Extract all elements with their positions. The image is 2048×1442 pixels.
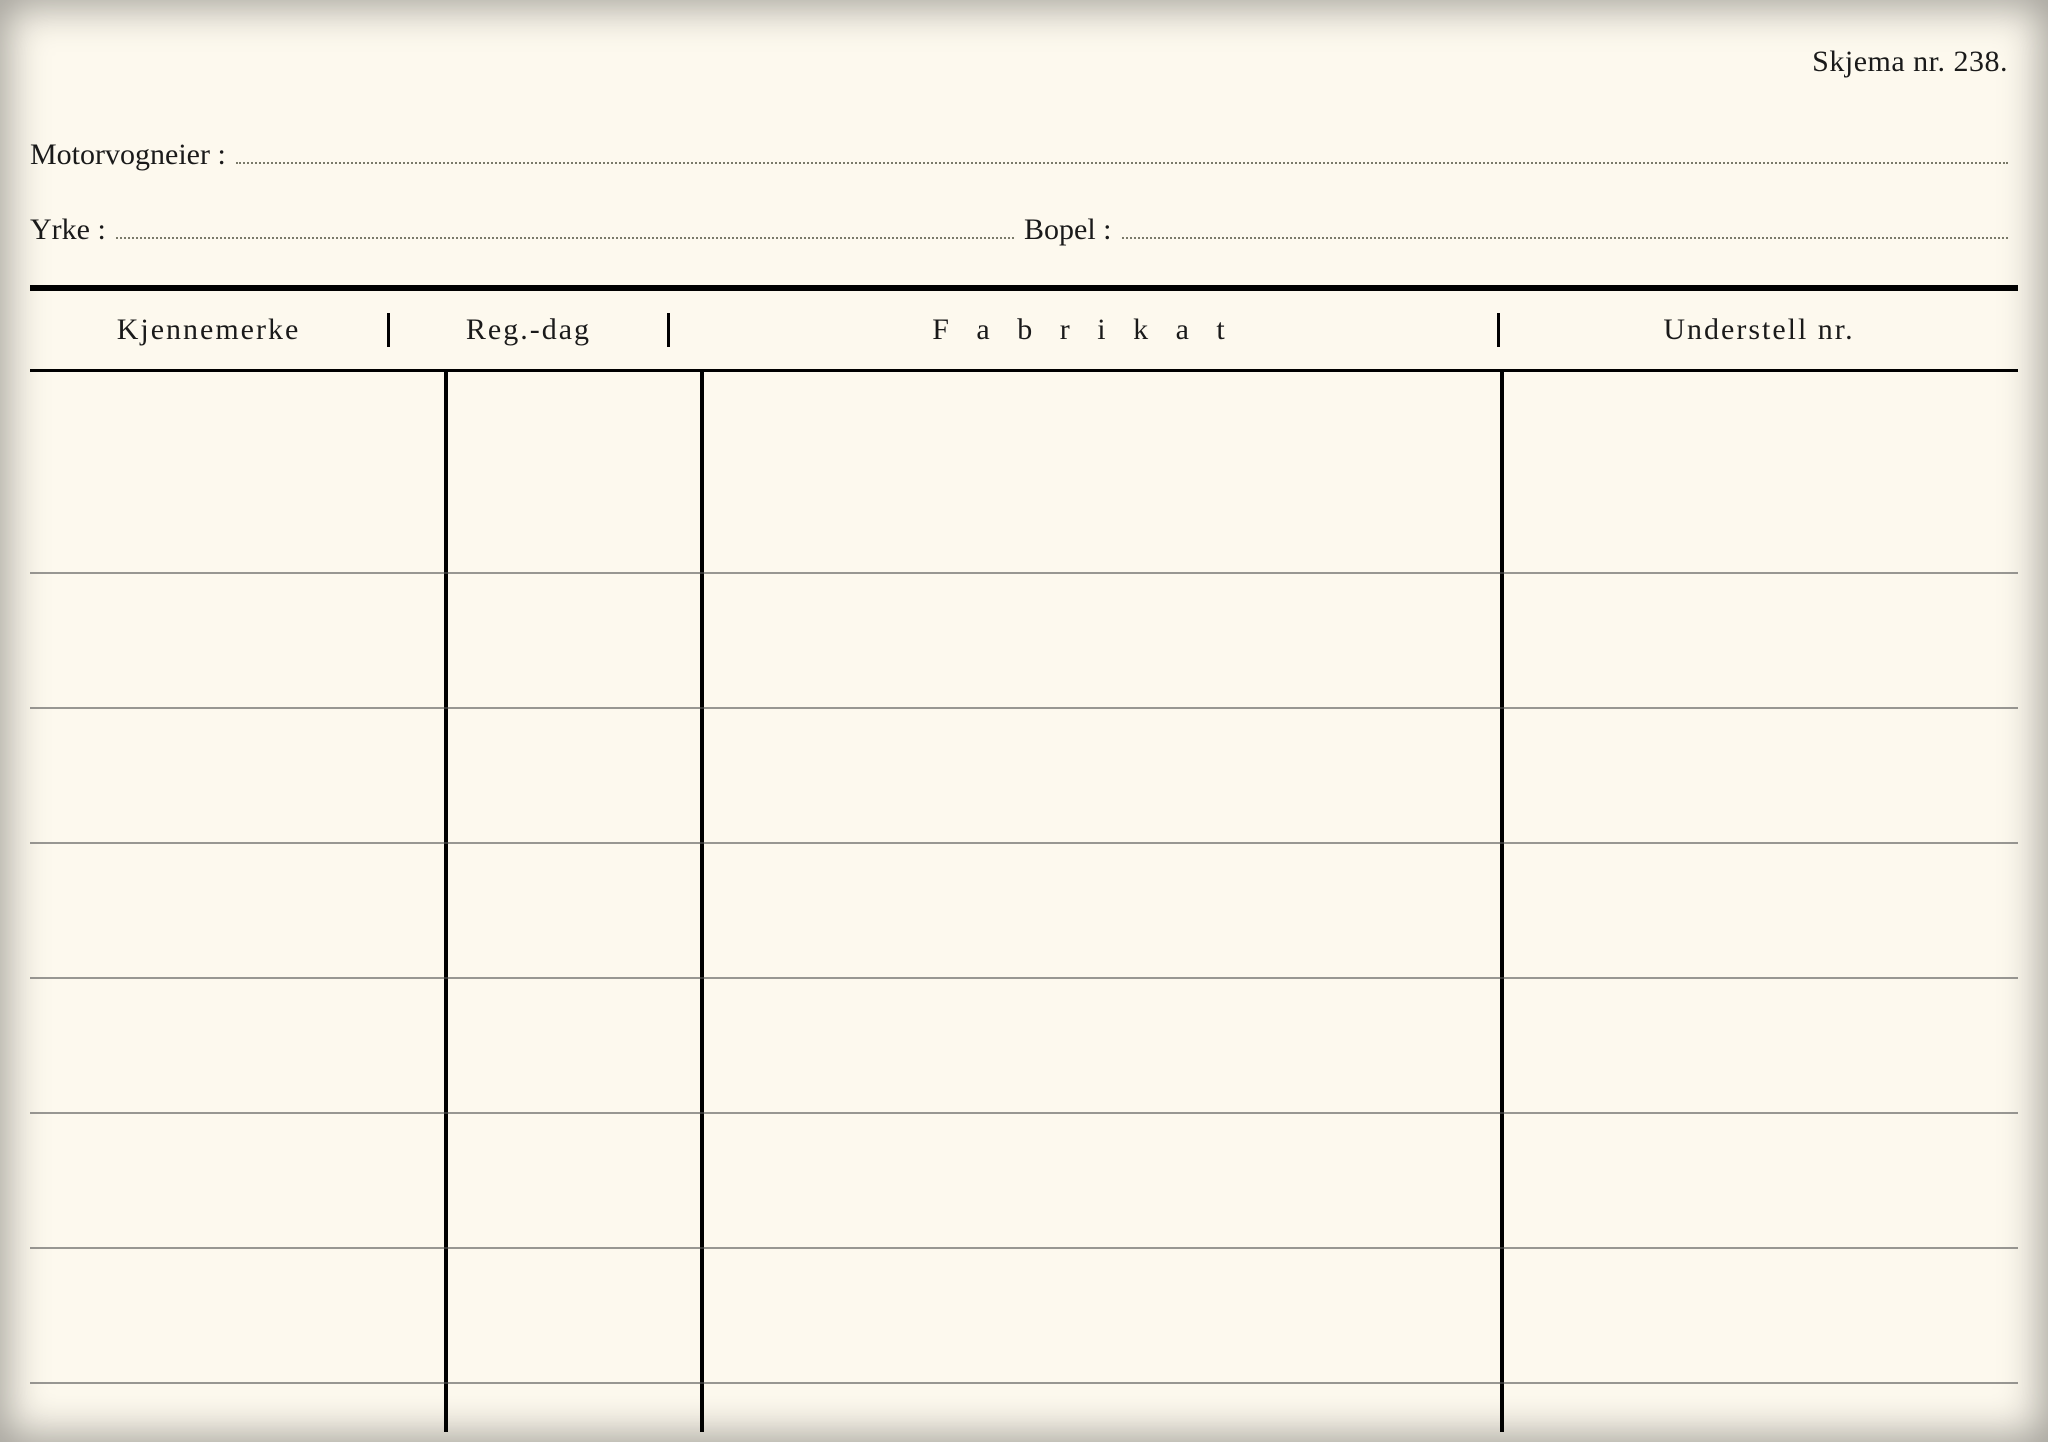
row-rule	[30, 842, 2018, 844]
owner-label: Motorvogneier :	[30, 138, 232, 172]
table-header-row: Kjennemerke Reg.-dag F a b r i k a t Und…	[30, 291, 2018, 372]
row-rule	[30, 1112, 2018, 1114]
row-rule	[30, 707, 2018, 709]
owner-field-row: Motorvogneier :	[30, 135, 2018, 172]
body-divider-1	[444, 372, 448, 1432]
occupation-label: Yrke :	[30, 213, 112, 247]
row-rule	[30, 572, 2018, 574]
col-header-kjennemerke: Kjennemerke	[30, 313, 390, 347]
row-rule	[30, 1382, 2018, 1384]
row-rule	[30, 977, 2018, 979]
residence-input-line[interactable]	[1122, 210, 2009, 239]
col-header-reg-dag: Reg.-dag	[390, 313, 670, 347]
vehicle-table: Kjennemerke Reg.-dag F a b r i k a t Und…	[30, 291, 2018, 1432]
body-divider-3	[1500, 372, 1504, 1432]
occupation-input-line[interactable]	[116, 210, 1014, 239]
residence-field: Bopel :	[1024, 210, 2018, 247]
residence-label: Bopel :	[1024, 213, 1118, 247]
col-header-understell: Understell nr.	[1500, 313, 2018, 347]
occupation-residence-row: Yrke : Bopel :	[30, 210, 2018, 247]
form-card: Skjema nr. 238. Motorvogneier : Yrke : B…	[0, 0, 2048, 1442]
owner-input-line[interactable]	[236, 135, 2008, 164]
occupation-field: Yrke :	[30, 210, 1024, 247]
form-number: Skjema nr. 238.	[1812, 45, 2008, 79]
body-divider-2	[700, 372, 704, 1432]
table-body	[30, 372, 2018, 1432]
col-header-fabrikat: F a b r i k a t	[670, 313, 1500, 347]
row-rule	[30, 1247, 2018, 1249]
